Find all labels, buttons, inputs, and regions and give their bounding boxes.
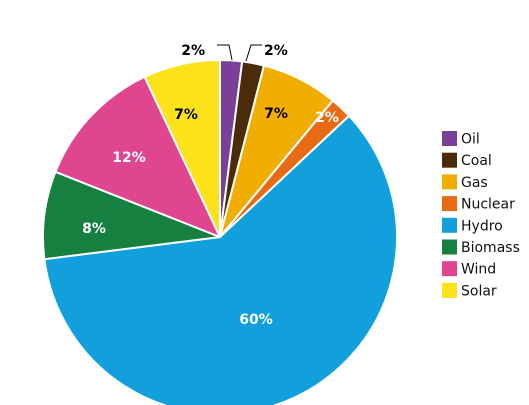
legend-label-hydro: Hydro xyxy=(461,218,503,234)
legend-label-coal: Coal xyxy=(461,153,492,169)
legend-item-nuclear: Nuclear xyxy=(442,196,515,213)
legend-swatch-coal xyxy=(442,152,457,168)
slice-label-wind: 12% xyxy=(112,150,146,166)
legend-swatch-biomass xyxy=(442,239,457,255)
slice-wind xyxy=(54,75,221,238)
slice-labels: 2% 2% 7% 2% 60% 8% 12% 7% xyxy=(82,43,339,328)
leader-lines xyxy=(217,44,262,62)
slice-label-hydro: 60% xyxy=(239,312,273,328)
legend-item-gas: Gas xyxy=(442,174,488,191)
leader-line-coal xyxy=(245,44,262,62)
legend-label-gas: Gas xyxy=(461,175,488,191)
legend-label-biomass: Biomass xyxy=(461,240,520,256)
legend-item-oil: Oil xyxy=(442,131,480,148)
slice-label-coal: 2% xyxy=(264,43,288,59)
legend-item-biomass: Biomass xyxy=(442,239,520,256)
legend-item-hydro: Hydro xyxy=(442,217,503,234)
slice-solar xyxy=(143,59,221,238)
legend-item-solar: Solar xyxy=(442,282,497,299)
legend-swatch-solar xyxy=(442,282,457,298)
slice-label-nuclear: 2% xyxy=(315,110,339,126)
slice-biomass xyxy=(42,170,221,261)
slice-hydro xyxy=(43,114,398,405)
legend-swatch-gas xyxy=(442,174,457,190)
legend-label-oil: Oil xyxy=(461,132,480,148)
legend-swatch-hydro xyxy=(442,217,457,233)
legend-swatch-nuclear xyxy=(442,196,457,212)
legend-swatch-oil xyxy=(442,131,457,146)
legend-label-wind: Wind xyxy=(461,262,496,278)
slice-label-oil: 2% xyxy=(181,43,205,59)
pie-slices xyxy=(42,59,398,405)
legend: Oil Coal Gas Nuclear Hydro Biomass Wind Solar xyxy=(442,131,520,299)
legend-swatch-wind xyxy=(442,261,457,277)
leader-line-oil xyxy=(217,44,233,61)
slice-label-gas: 7% xyxy=(264,106,288,122)
slice-label-solar: 7% xyxy=(174,107,198,123)
legend-item-wind: Wind xyxy=(442,261,496,278)
legend-label-nuclear: Nuclear xyxy=(461,197,515,213)
slice-label-biomass: 8% xyxy=(82,221,106,237)
legend-label-solar: Solar xyxy=(461,283,497,299)
legend-item-coal: Coal xyxy=(442,152,492,169)
